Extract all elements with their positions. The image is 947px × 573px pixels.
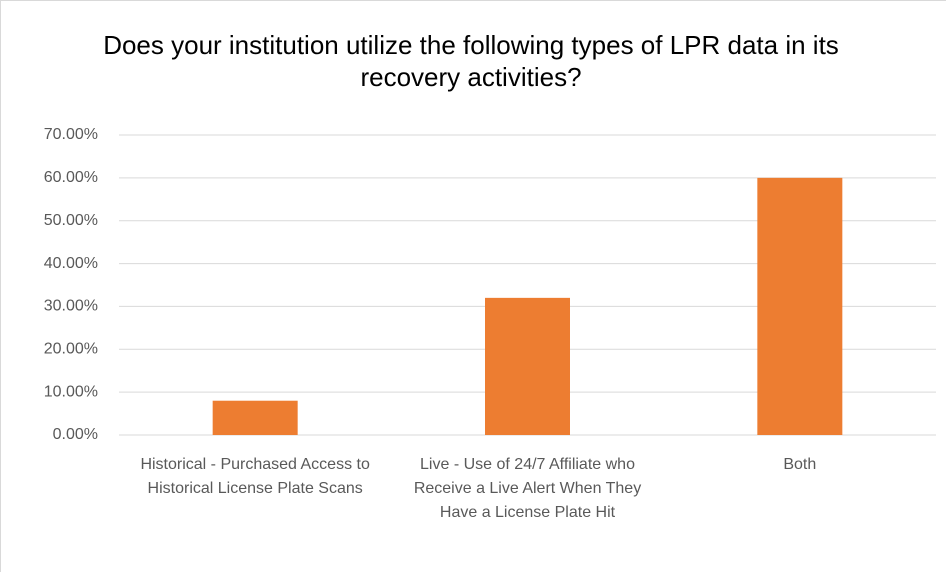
- x-tick-label: Live - Use of 24/7 Affiliate who Receive…: [413, 456, 642, 521]
- bar: [485, 297, 570, 435]
- y-tick-label: 10.00%: [44, 383, 98, 400]
- bar: [212, 400, 298, 435]
- y-tick-label: 30.00%: [44, 298, 98, 315]
- y-tick-label: 70.00%: [44, 126, 98, 143]
- y-tick-label: 40.00%: [44, 255, 98, 272]
- y-tick-label: 60.00%: [44, 169, 98, 186]
- x-tick-label: Historical - Purchased Access to Histori…: [140, 456, 370, 497]
- chart-title: Does your institution utilize the follow…: [103, 30, 839, 92]
- y-tick-label: 20.00%: [44, 341, 98, 358]
- y-tick-label: 50.00%: [44, 212, 98, 229]
- bar: [757, 177, 843, 435]
- x-tick-label: Both: [783, 456, 817, 473]
- y-tick-label: 0.00%: [53, 426, 98, 443]
